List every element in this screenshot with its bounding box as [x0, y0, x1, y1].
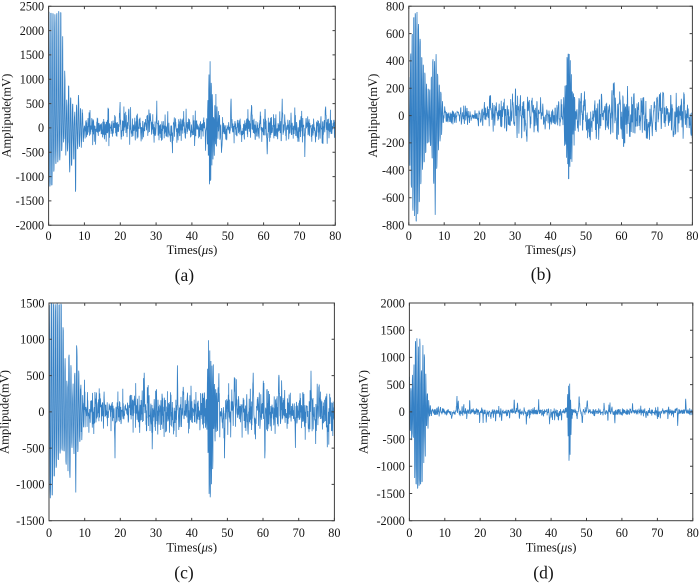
svg-text:0: 0 — [38, 121, 44, 135]
svg-text:50: 50 — [222, 229, 234, 243]
svg-text:50: 50 — [580, 526, 592, 540]
svg-text:(c): (c) — [174, 563, 194, 583]
svg-text:30: 30 — [150, 229, 162, 243]
svg-text:0: 0 — [406, 229, 412, 243]
svg-text:40: 40 — [545, 526, 557, 540]
svg-text:20: 20 — [474, 526, 486, 540]
svg-text:-200: -200 — [382, 136, 404, 150]
svg-text:40: 40 — [186, 526, 198, 540]
svg-text:0: 0 — [38, 405, 44, 419]
svg-text:-1500: -1500 — [16, 514, 44, 528]
svg-text:400: 400 — [386, 54, 404, 68]
svg-text:(d): (d) — [533, 563, 554, 583]
svg-text:Amplipude(mV): Amplipude(mV) — [0, 370, 11, 454]
svg-text:40: 40 — [545, 229, 557, 243]
svg-text:30: 30 — [150, 526, 162, 540]
svg-text:-2000: -2000 — [16, 219, 44, 233]
svg-text:2000: 2000 — [381, 296, 405, 310]
svg-text:60: 60 — [616, 526, 628, 540]
svg-text:-1000: -1000 — [376, 460, 404, 474]
svg-text:Amplipude(mV): Amplipude(mV) — [0, 74, 13, 158]
svg-text:2500: 2500 — [20, 0, 44, 14]
svg-text:1500: 1500 — [20, 48, 44, 62]
svg-text:-1500: -1500 — [16, 194, 44, 208]
svg-text:80: 80 — [328, 526, 340, 540]
svg-text:0: 0 — [406, 526, 412, 540]
svg-text:20: 20 — [474, 229, 486, 243]
svg-text:1500: 1500 — [381, 324, 405, 338]
svg-text:500: 500 — [26, 97, 44, 111]
svg-text:Times(μs): Times(μs) — [526, 541, 577, 555]
svg-text:-2000: -2000 — [376, 514, 404, 528]
svg-text:-1500: -1500 — [376, 487, 404, 501]
svg-text:10: 10 — [78, 229, 90, 243]
svg-text:60: 60 — [258, 229, 270, 243]
svg-text:0: 0 — [46, 526, 52, 540]
svg-text:0: 0 — [399, 405, 405, 419]
svg-text:80: 80 — [687, 526, 699, 540]
svg-text:Times(μs): Times(μs) — [525, 243, 576, 257]
svg-text:(b): (b) — [531, 264, 552, 284]
svg-text:0: 0 — [398, 109, 404, 123]
svg-text:70: 70 — [293, 229, 305, 243]
svg-text:1500: 1500 — [20, 296, 44, 310]
svg-text:60: 60 — [257, 526, 269, 540]
svg-text:-500: -500 — [383, 432, 405, 446]
svg-text:50: 50 — [580, 229, 592, 243]
svg-text:80: 80 — [686, 229, 698, 243]
svg-text:60: 60 — [615, 229, 627, 243]
svg-text:10: 10 — [79, 526, 91, 540]
svg-text:(a): (a) — [175, 265, 195, 285]
svg-text:1000: 1000 — [20, 333, 44, 347]
svg-text:30: 30 — [510, 526, 522, 540]
svg-text:Times(μs): Times(μs) — [167, 243, 218, 257]
svg-text:0: 0 — [46, 229, 52, 243]
svg-text:1000: 1000 — [381, 351, 405, 365]
svg-text:-400: -400 — [382, 164, 404, 178]
svg-text:500: 500 — [387, 378, 405, 392]
svg-text:-800: -800 — [382, 218, 404, 232]
svg-text:70: 70 — [293, 526, 305, 540]
svg-text:40: 40 — [186, 229, 198, 243]
svg-text:Amplipude(mV): Amplipude(mV) — [366, 74, 380, 158]
svg-text:200: 200 — [386, 82, 404, 96]
svg-text:20: 20 — [114, 229, 126, 243]
svg-text:10: 10 — [439, 526, 451, 540]
svg-text:-1000: -1000 — [16, 170, 44, 184]
svg-text:70: 70 — [651, 526, 663, 540]
svg-text:Amplipude(mV): Amplipude(mV) — [357, 370, 371, 454]
svg-text:50: 50 — [221, 526, 233, 540]
svg-text:600: 600 — [386, 27, 404, 41]
svg-text:-600: -600 — [382, 191, 404, 205]
svg-text:1000: 1000 — [20, 73, 44, 87]
svg-text:800: 800 — [386, 0, 404, 14]
svg-text:80: 80 — [329, 229, 341, 243]
svg-text:Times(μs): Times(μs) — [166, 541, 217, 555]
svg-text:500: 500 — [26, 369, 44, 383]
svg-text:30: 30 — [509, 229, 521, 243]
svg-text:20: 20 — [114, 526, 126, 540]
svg-text:10: 10 — [438, 229, 450, 243]
svg-text:70: 70 — [651, 229, 663, 243]
svg-text:-500: -500 — [22, 146, 44, 160]
svg-text:-500: -500 — [22, 441, 44, 455]
svg-text:-1000: -1000 — [16, 478, 44, 492]
svg-text:2000: 2000 — [20, 24, 44, 38]
